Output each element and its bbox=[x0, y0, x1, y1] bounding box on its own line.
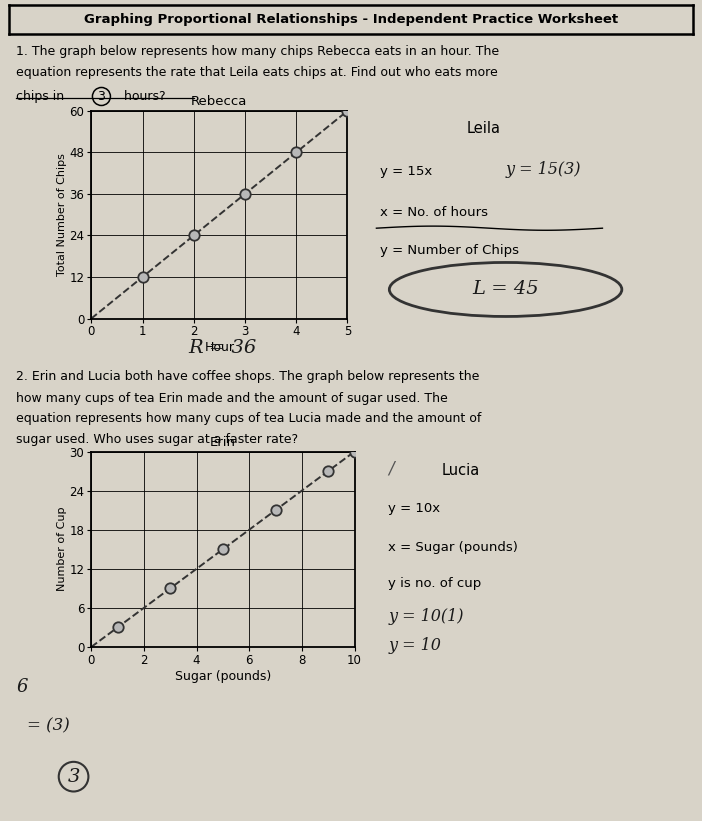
Text: chips in: chips in bbox=[16, 90, 68, 103]
Y-axis label: Number of Cup: Number of Cup bbox=[57, 507, 67, 591]
Text: /: / bbox=[388, 460, 394, 477]
Text: sugar used. Who uses sugar at a faster rate?: sugar used. Who uses sugar at a faster r… bbox=[16, 433, 298, 446]
Text: 3: 3 bbox=[98, 90, 105, 103]
Text: Lucia: Lucia bbox=[442, 463, 480, 479]
X-axis label: Sugar (pounds): Sugar (pounds) bbox=[175, 670, 271, 683]
Text: 1. The graph below represents how many chips Rebecca eats in an hour. The: 1. The graph below represents how many c… bbox=[16, 45, 499, 58]
Text: hours?: hours? bbox=[120, 90, 166, 103]
Text: Graphing Proportional Relationships - Independent Practice Worksheet: Graphing Proportional Relationships - In… bbox=[84, 13, 618, 26]
Text: y = 15(3): y = 15(3) bbox=[505, 161, 581, 177]
Text: equation represents how many cups of tea Lucia made and the amount of: equation represents how many cups of tea… bbox=[16, 412, 482, 425]
X-axis label: Hour: Hour bbox=[204, 342, 234, 355]
Text: x = No. of hours: x = No. of hours bbox=[380, 206, 488, 219]
Text: y = 15x: y = 15x bbox=[380, 165, 432, 178]
Title: Erin: Erin bbox=[210, 436, 236, 449]
Text: equation represents the rate that Leila eats chips at. Find out who eats more: equation represents the rate that Leila … bbox=[16, 67, 498, 80]
Text: R = 36: R = 36 bbox=[189, 339, 257, 357]
Text: y is no. of cup: y is no. of cup bbox=[388, 576, 482, 589]
Text: how many cups of tea Erin made and the amount of sugar used. The: how many cups of tea Erin made and the a… bbox=[16, 392, 448, 405]
Text: Leila: Leila bbox=[467, 122, 501, 136]
Text: y = 10x: y = 10x bbox=[388, 502, 441, 516]
Text: 3: 3 bbox=[67, 768, 80, 786]
Text: y = 10: y = 10 bbox=[388, 637, 442, 654]
Text: 6: 6 bbox=[16, 678, 28, 696]
Text: y = Number of Chips: y = Number of Chips bbox=[380, 244, 519, 257]
Text: x = Sugar (pounds): x = Sugar (pounds) bbox=[388, 541, 518, 554]
Text: y = 10(1): y = 10(1) bbox=[388, 608, 464, 625]
Title: Rebecca: Rebecca bbox=[191, 95, 248, 108]
Y-axis label: Total Number of Chips: Total Number of Chips bbox=[57, 154, 67, 276]
Text: 2. Erin and Lucia both have coffee shops. The graph below represents the: 2. Erin and Lucia both have coffee shops… bbox=[16, 370, 479, 383]
Text: L = 45: L = 45 bbox=[472, 281, 539, 299]
Text: = (3): = (3) bbox=[27, 718, 69, 735]
